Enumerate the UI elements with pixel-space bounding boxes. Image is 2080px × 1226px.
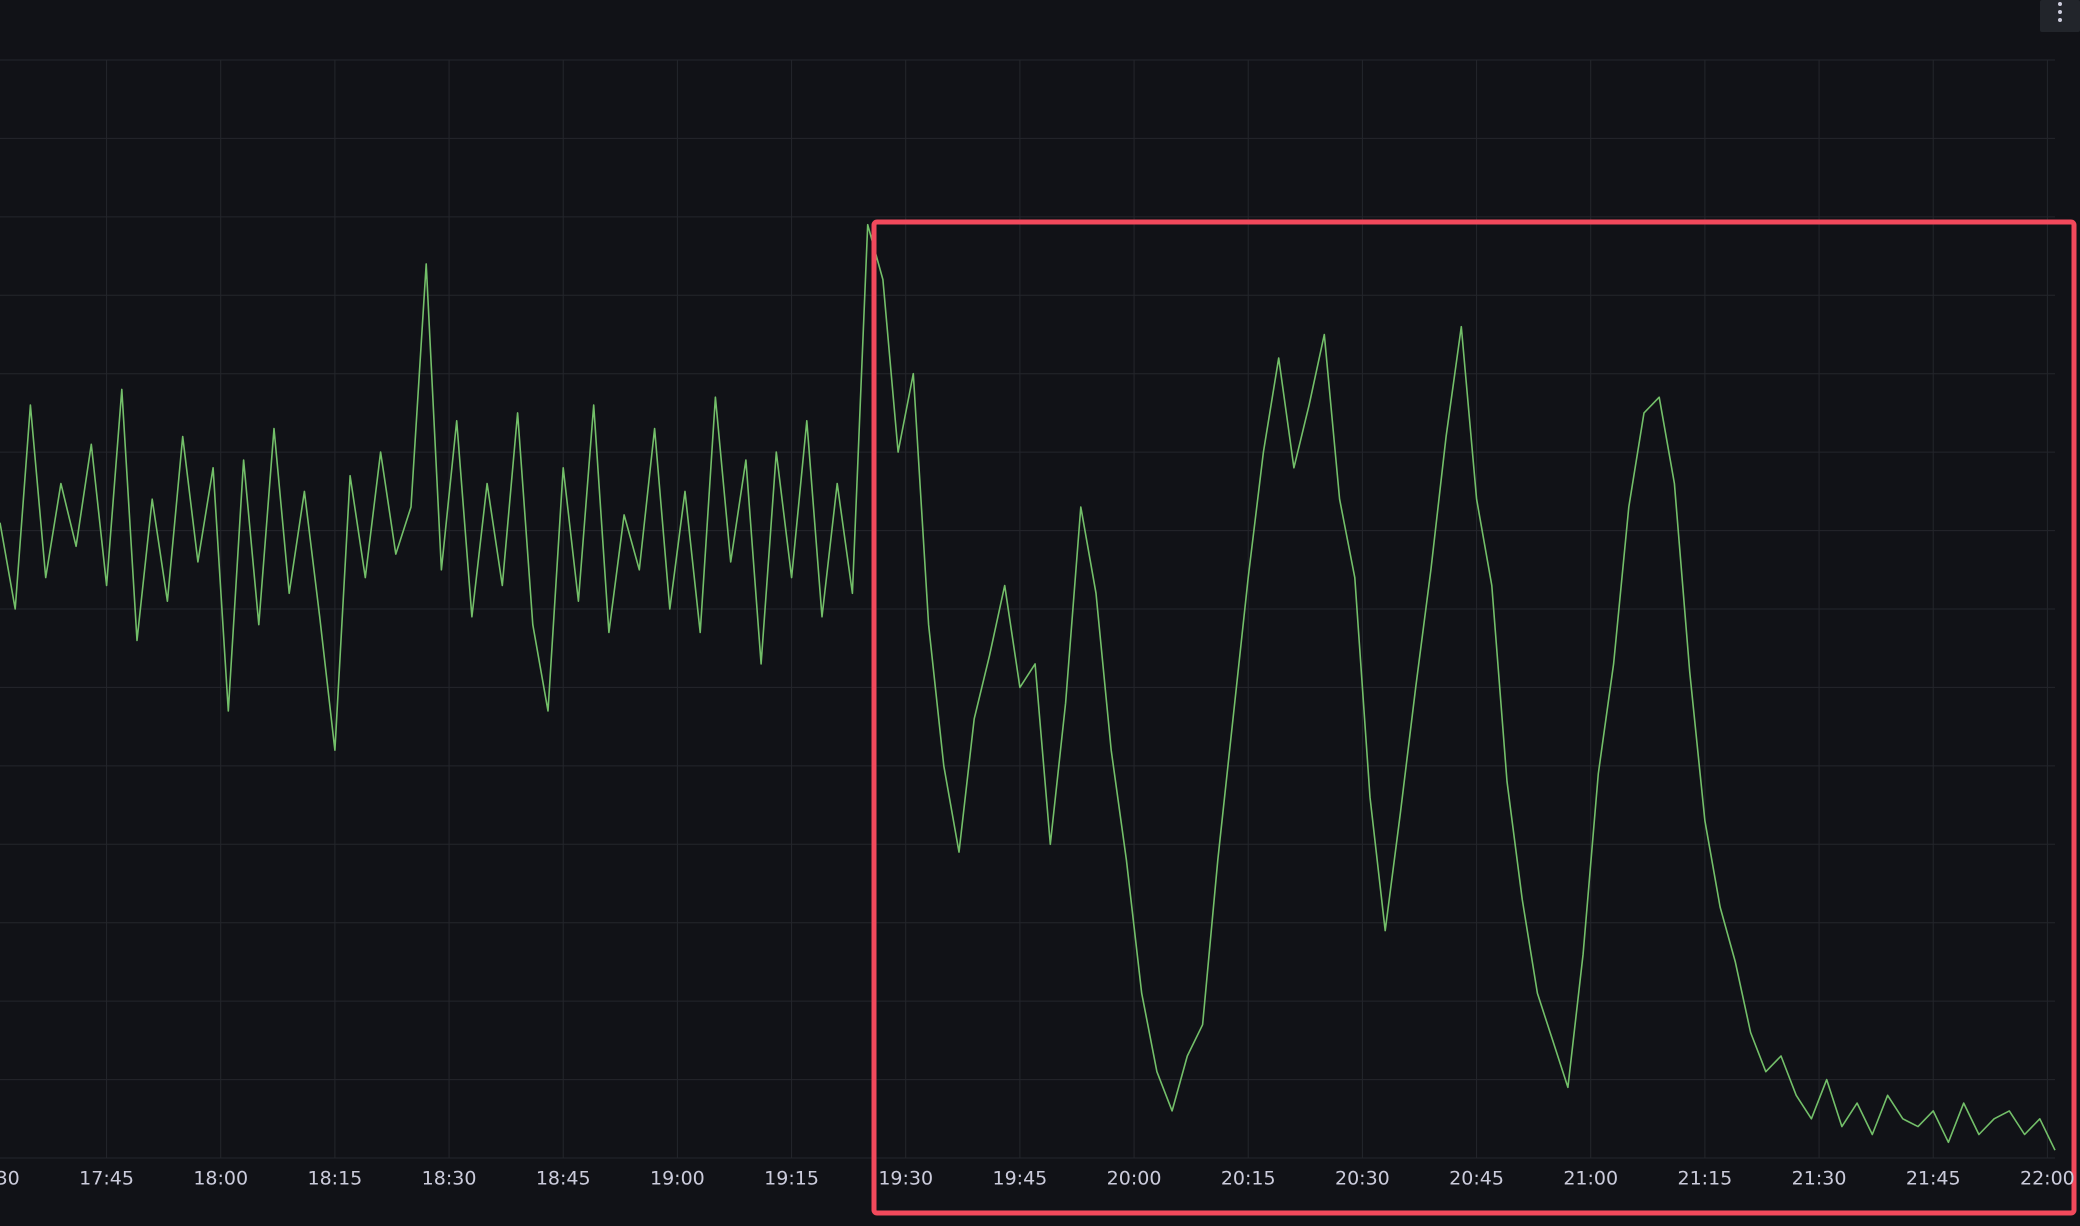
x-tick-label: 20:00 xyxy=(1107,1168,1162,1190)
x-tick-label: 21:45 xyxy=(1906,1168,1961,1190)
x-tick-label: 21:15 xyxy=(1678,1168,1733,1190)
x-tick-label: 18:45 xyxy=(536,1168,591,1190)
x-tick-label: 18:30 xyxy=(422,1168,477,1190)
panel-menu[interactable] xyxy=(2040,0,2080,32)
x-tick-label: 20:15 xyxy=(1221,1168,1276,1190)
x-tick-label: 19:30 xyxy=(878,1168,933,1190)
plot xyxy=(0,223,2056,1151)
x-tick-label: 18:00 xyxy=(193,1168,248,1190)
x-tick-label: 19:15 xyxy=(764,1168,819,1190)
x-tick-label: 19:00 xyxy=(650,1168,705,1190)
grid xyxy=(0,59,2055,1159)
x-tick-label: 21:30 xyxy=(1792,1168,1847,1190)
x-tick-label: 22:00 xyxy=(2020,1168,2075,1190)
highlight-box xyxy=(871,219,2077,1216)
x-tick-label: 20:45 xyxy=(1449,1168,1504,1190)
x-tick-label: 18:15 xyxy=(308,1168,363,1190)
x-tick-label: 20:30 xyxy=(1335,1168,1390,1190)
x-tick-label: 19:45 xyxy=(993,1168,1048,1190)
x-tick-label: 17:45 xyxy=(79,1168,134,1190)
series-line xyxy=(0,223,2056,1151)
x-tick-label: 17:30 xyxy=(0,1168,20,1190)
x-tick-label: 21:00 xyxy=(1563,1168,1618,1190)
